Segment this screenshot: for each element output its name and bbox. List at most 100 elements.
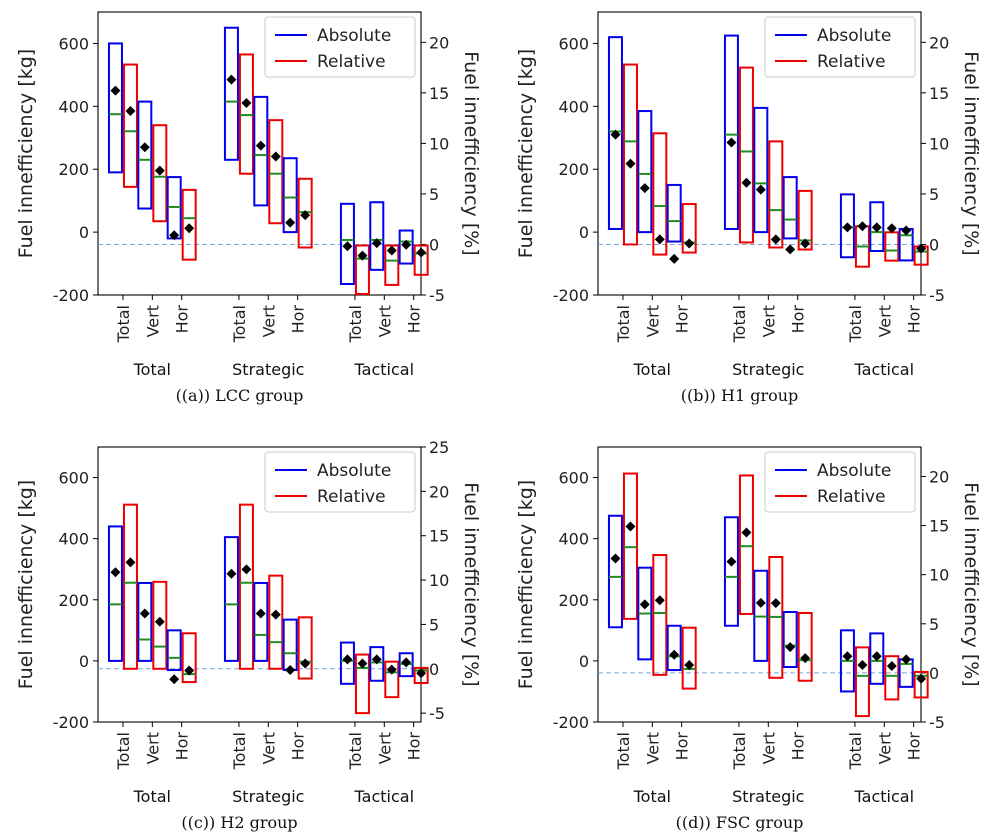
absolute-box [839,193,855,259]
relative-box [652,554,668,676]
absolute-mean-marker [785,244,796,255]
plot-frame [597,11,922,296]
right-y-tick-label: 10 [429,134,449,153]
absolute-mean-marker [139,142,150,153]
right-y-axis-label: Fuel innefficiency [%] [460,482,482,686]
x-tick-label: Vert [375,305,394,337]
relative-mean-marker [916,243,927,254]
relative-mean-marker [857,660,868,671]
panel-caption: ((c)) H2 group [181,813,297,832]
relative-box [738,66,754,244]
relative-box [354,244,370,295]
relative-mean-marker [241,564,252,575]
legend-entry-label: Absolute [817,461,891,481]
right-y-tick-label: 5 [929,185,939,204]
legend-entry-label: Absolute [317,461,391,481]
plot-frame [97,446,422,723]
left-y-axis-label: Fuel innefficiency [kg] [15,480,37,689]
x-tick-label: Total [846,305,865,343]
right-y-axis-label: Fuel innefficiency [%] [960,482,982,686]
left-y-tick-label: 400 [558,97,589,116]
x-group-label: Tactical [354,787,415,806]
x-tick-label: Total [730,305,749,343]
absolute-mean-marker [639,599,650,610]
relative-mean-marker [800,238,811,249]
x-tick-label: Hor [905,732,924,761]
legend-entry-label: Relative [317,487,386,507]
relative-mean-marker [184,665,195,676]
left-y-tick-label: 400 [558,530,589,549]
relative-mean-marker [386,245,397,256]
panel-h1-group: -200 0 200 400 600 -5 0 5 10 15 20 Fuel innefficien… [515,11,982,405]
x-group-label: Strategic [232,360,304,379]
x-group-label: Strategic [232,787,304,806]
right-y-tick-label: 0 [429,235,439,254]
absolute-mean-marker [669,253,680,264]
left-y-tick-label: 600 [58,469,89,488]
relative-box [797,189,813,251]
x-tick-label: Total [614,732,633,770]
x-tick-label: Total [614,305,633,343]
left-y-tick-label: 0 [79,652,89,671]
right-y-tick-label: 15 [929,517,949,536]
x-tick-label: Vert [643,305,662,337]
relative-box [681,626,697,690]
relative-mean-marker [741,527,752,538]
x-tick-label: Hor [173,305,192,334]
x-tick-label: Vert [759,305,778,337]
relative-box [854,646,870,718]
absolute-mean-marker [169,230,180,241]
x-tick-label: Total [230,732,249,770]
x-group-label: Total [133,360,171,379]
absolute-box [107,42,123,174]
absolute-mean-marker [169,674,180,685]
left-y-tick-label: 200 [558,160,589,179]
left-y-tick-label: -200 [53,286,89,305]
x-group-label: Tactical [854,787,915,806]
absolute-mean-marker [901,225,912,236]
absolute-box [339,202,355,285]
relative-box [413,244,429,276]
absolute-mean-marker [401,657,412,668]
x-tick-label: Hor [673,732,692,761]
panel-caption: ((d)) FSC group [676,813,804,832]
right-y-tick-label: 0 [929,664,939,683]
relative-box [297,177,313,249]
right-y-tick-label: 5 [429,185,439,204]
relative-mean-marker [684,660,695,671]
x-tick-label: Hor [173,732,192,761]
x-group-label: Tactical [354,360,415,379]
relative-box [268,574,284,670]
absolute-box [369,201,385,271]
absolute-mean-marker [610,553,621,564]
absolute-box [253,95,269,207]
right-y-tick-label: -5 [429,286,445,305]
relative-mean-marker [625,521,636,532]
absolute-box [723,516,739,627]
x-tick-label: Total [230,305,249,343]
right-y-tick-label: 5 [429,615,439,634]
left-y-tick-label: 600 [58,34,89,53]
x-group-label: Strategic [732,360,804,379]
absolute-mean-marker [226,568,237,579]
left-y-tick-label: 200 [558,591,589,610]
x-tick-label: Total [114,732,133,770]
relative-mean-marker [357,250,368,261]
absolute-box [137,581,153,662]
absolute-box [398,229,414,265]
x-tick-label: Vert [759,732,778,764]
left-y-tick-label: 600 [558,34,589,53]
left-y-axis-label: Fuel innefficiency [kg] [515,480,537,689]
relative-mean-marker [270,151,281,162]
left-y-tick-label: 200 [58,591,89,610]
relative-mean-marker [125,557,136,568]
x-tick-label: Total [114,305,133,343]
relative-mean-marker [241,97,252,108]
left-y-tick-label: 200 [58,160,89,179]
absolute-mean-marker [285,665,296,676]
left-y-tick-label: 0 [79,223,89,242]
relative-mean-marker [416,668,427,679]
x-tick-label: Hor [789,305,808,334]
x-tick-label: Total [846,732,865,770]
x-group-label: Total [133,787,171,806]
